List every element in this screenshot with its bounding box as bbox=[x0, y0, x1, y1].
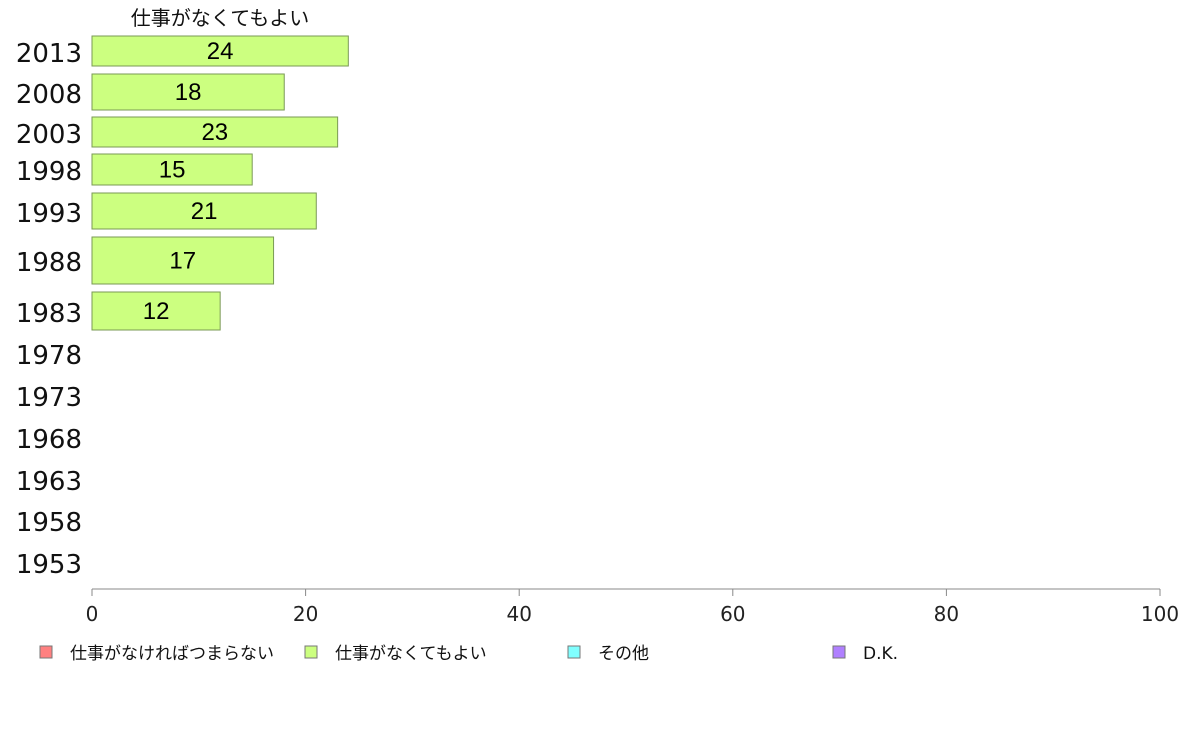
bar bbox=[91, 236, 275, 285]
bar-value-label: 12 bbox=[143, 298, 170, 325]
legend-label: 仕事がなくてもよい bbox=[335, 644, 487, 664]
year-label: 1968 bbox=[16, 425, 82, 455]
series-title: 仕事がなくてもよい bbox=[131, 6, 309, 30]
bar bbox=[91, 116, 339, 148]
year-label: 1978 bbox=[16, 341, 82, 371]
bar-value-label: 23 bbox=[201, 119, 228, 146]
year-label: 2013 bbox=[16, 39, 82, 69]
bar bbox=[91, 73, 285, 111]
year-label: 1958 bbox=[16, 508, 82, 538]
bar-value-label: 17 bbox=[169, 248, 196, 275]
legend-label: 仕事がなければつまらない bbox=[70, 644, 274, 664]
year-label: 1988 bbox=[16, 248, 82, 278]
x-tick-label: 40 bbox=[506, 602, 531, 626]
legend-swatch bbox=[304, 645, 318, 659]
legend: 仕事がなければつまらない 仕事がなくてもよい その他 D.K. bbox=[39, 644, 898, 664]
x-tick-label: 60 bbox=[720, 602, 745, 626]
bar bbox=[91, 291, 221, 331]
year-label: 1983 bbox=[16, 299, 82, 329]
bar bbox=[91, 192, 317, 230]
bar-value-label: 18 bbox=[175, 79, 202, 106]
x-tick-label: 0 bbox=[86, 602, 99, 626]
legend-swatch bbox=[832, 645, 846, 659]
x-tick-label: 80 bbox=[934, 602, 959, 626]
year-label: 2008 bbox=[16, 80, 82, 110]
year-label: 2003 bbox=[16, 120, 82, 150]
legend-swatch bbox=[567, 645, 581, 659]
bar-value-label: 24 bbox=[207, 38, 234, 65]
x-axis: 0 20 40 60 80 100 bbox=[86, 588, 1179, 626]
legend-swatch bbox=[39, 645, 53, 659]
year-label: 1963 bbox=[16, 467, 82, 497]
bar-value-label: 15 bbox=[159, 157, 186, 184]
x-tick-label: 100 bbox=[1141, 602, 1179, 626]
bar bbox=[91, 35, 349, 67]
legend-label: その他 bbox=[598, 644, 649, 664]
bar-value-label: 21 bbox=[191, 198, 218, 225]
year-labels: 2013 2008 2003 1998 1993 1988 1983 1978 1973 1968… bbox=[16, 39, 82, 580]
year-label: 1953 bbox=[16, 550, 82, 580]
year-label: 1973 bbox=[16, 383, 82, 413]
legend-label: D.K. bbox=[863, 644, 898, 664]
year-label: 1993 bbox=[16, 199, 82, 229]
year-label: 1998 bbox=[16, 157, 82, 187]
bar bbox=[91, 153, 253, 186]
x-tick-label: 20 bbox=[293, 602, 318, 626]
